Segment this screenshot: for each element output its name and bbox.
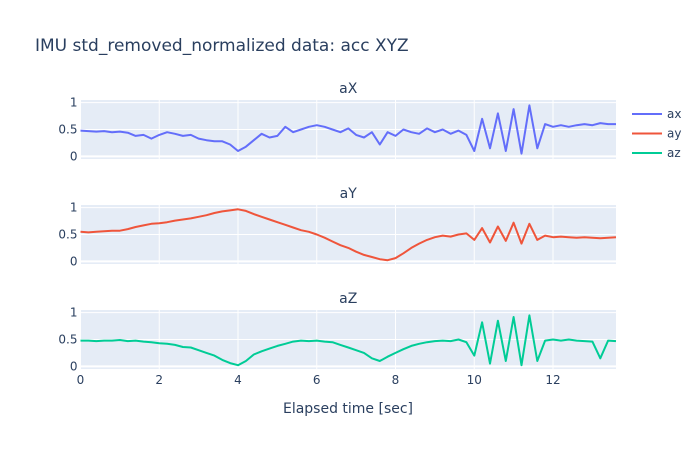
- subplot-title: aZ: [339, 291, 357, 307]
- x-tick-label: 10: [467, 373, 482, 387]
- chart-title: IMU std_removed_normalized data: acc XYZ: [35, 36, 409, 56]
- subplot-ax: 0 0.5 1 aX: [58, 81, 616, 163]
- x-tick-label: 0: [77, 373, 85, 387]
- y-tick-label: 0.5: [58, 333, 77, 347]
- series-line-ax[interactable]: [80, 104, 617, 155]
- legend-item-ay[interactable]: ay: [632, 127, 681, 141]
- y-tick-label: 0: [70, 359, 78, 373]
- y-tick-label: 1: [70, 96, 78, 110]
- x-tick-label: 8: [392, 373, 400, 387]
- x-tick-label: 12: [545, 373, 560, 387]
- y-tick-label: 0.5: [58, 228, 77, 242]
- subplot-ay: 0 0.5 1 aY: [58, 186, 617, 268]
- legend-item-ax[interactable]: ax: [632, 107, 681, 121]
- legend[interactable]: ax ay az: [632, 107, 681, 160]
- x-tick-label: 2: [155, 373, 163, 387]
- legend-label: ay: [667, 127, 681, 141]
- subplot-title: aY: [340, 186, 358, 202]
- y-tick-label: 0: [70, 149, 78, 163]
- legend-item-az[interactable]: az: [632, 146, 681, 160]
- y-tick-label: 0.5: [58, 123, 77, 137]
- y-tick-label: 1: [70, 306, 78, 320]
- x-tick-label: 6: [313, 373, 321, 387]
- x-axis-title: Elapsed time [sec]: [283, 401, 413, 417]
- x-tick-label: 4: [234, 373, 242, 387]
- series-line-ay[interactable]: [80, 208, 617, 262]
- y-tick-label: 1: [70, 201, 78, 215]
- legend-label: az: [667, 146, 681, 160]
- legend-label: ax: [667, 107, 681, 121]
- subplot-title: aX: [339, 81, 358, 97]
- y-tick-label: 0: [70, 254, 78, 268]
- subplot-az: 0 0.5 1 aZ: [58, 291, 617, 373]
- series-line-az[interactable]: [80, 314, 617, 367]
